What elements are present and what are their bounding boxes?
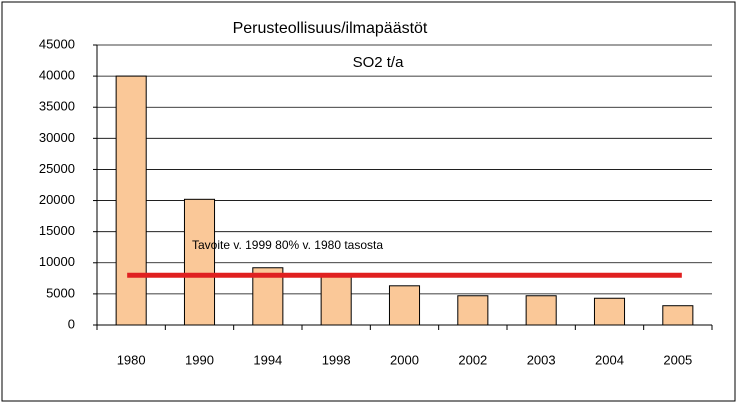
x-tick-label: 1980 [117, 352, 146, 367]
y-tick-label: 0 [68, 316, 75, 331]
bar [457, 295, 489, 326]
x-tick-label: 2005 [663, 352, 692, 367]
y-tick-label: 20000 [39, 192, 75, 207]
bar [320, 275, 352, 326]
y-tick-label: 5000 [46, 285, 75, 300]
y-tick-label: 40000 [39, 68, 75, 83]
bar [388, 285, 421, 326]
y-tick-label: 25000 [39, 161, 75, 176]
y-tick-label: 30000 [39, 130, 75, 145]
bar [115, 75, 147, 326]
chart-title: Perusteollisuus/ilmapäästöt [233, 20, 428, 37]
y-tick-label: 45000 [39, 36, 75, 51]
y-tick-label: 10000 [39, 254, 75, 269]
bar [183, 198, 216, 326]
x-tick-label: 2004 [595, 352, 624, 367]
x-tick-label: 2002 [458, 352, 487, 367]
annotation: Tavoite v. 1999 80% v. 1980 tasosta [192, 238, 383, 252]
x-tick-label: 2003 [527, 352, 556, 367]
y-tick-label: 35000 [39, 99, 75, 114]
x-tick-label: 1998 [322, 352, 351, 367]
chart-subtitle: SO2 t/a [353, 54, 405, 71]
bar [593, 297, 626, 326]
x-tick-label: 1990 [185, 352, 214, 367]
bar [662, 305, 694, 326]
y-tick-label: 15000 [39, 223, 75, 238]
x-tick-label: 1994 [253, 352, 282, 367]
bar [525, 295, 557, 326]
x-tick-label: 2000 [390, 352, 419, 367]
